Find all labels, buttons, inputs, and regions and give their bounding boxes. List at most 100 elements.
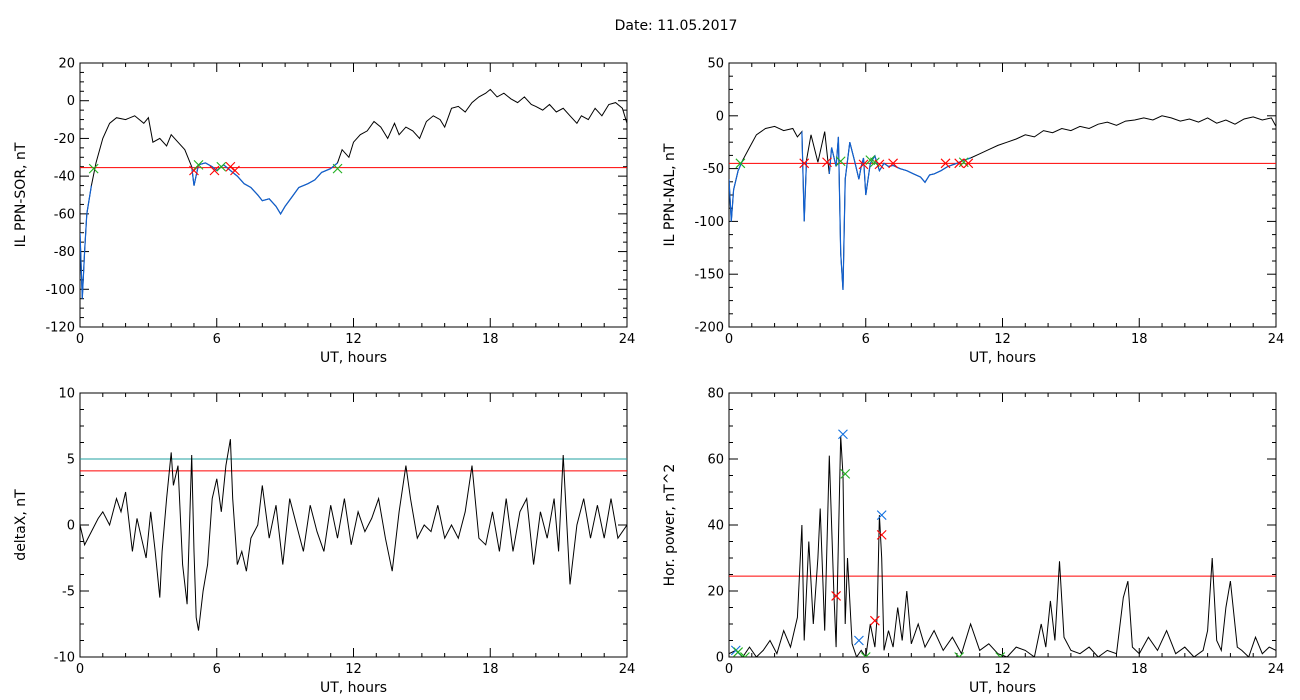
marker-red	[876, 530, 887, 540]
marker-stroke	[193, 159, 204, 170]
marker-stroke	[876, 530, 887, 540]
plot-frame	[79, 62, 628, 328]
x-tick-label: 18	[482, 332, 499, 347]
marker-stroke	[831, 591, 842, 601]
marker-red	[940, 158, 951, 169]
x-tick-label: 6	[862, 662, 870, 677]
y-axis-label: IL PPN-NAL, nT	[662, 143, 678, 246]
x-axis-label: UT, hours	[320, 680, 387, 696]
marker-stroke	[858, 159, 869, 170]
plot-area	[729, 115, 1276, 291]
y-tick-label: 40	[707, 519, 724, 534]
y-tick-label: -40	[54, 170, 75, 185]
data-trace	[729, 115, 1276, 291]
marker-green	[840, 468, 851, 479]
marker-stroke	[88, 163, 99, 174]
marker-stroke	[963, 158, 974, 169]
marker-green	[835, 156, 846, 167]
marker-stroke	[216, 161, 227, 172]
y-tick-label: 20	[58, 57, 75, 72]
x-tick-label: 18	[1131, 662, 1148, 677]
marker-stroke	[869, 615, 880, 626]
x-tick-label: 6	[213, 662, 221, 677]
marker-stroke	[888, 158, 898, 169]
marker-red	[209, 165, 220, 176]
marker-red	[799, 158, 810, 169]
y-tick-label: 5	[67, 453, 75, 468]
marker-stroke	[995, 652, 1001, 657]
marker-green	[216, 161, 227, 172]
y-tick-label: 60	[707, 453, 724, 468]
marker-red	[963, 158, 974, 169]
x-tick-label: 0	[725, 332, 733, 347]
marker-stroke	[822, 157, 832, 168]
marker-stroke	[958, 157, 969, 168]
y-tick-label: 20	[707, 585, 724, 600]
marker-green	[995, 652, 1006, 657]
x-axis-label: UT, hours	[320, 350, 387, 366]
marker-stroke	[740, 652, 746, 657]
x-tick-label: 18	[1131, 332, 1148, 347]
panel-power: 0 6 12 18 24 0 20 40 60 80 UT, hours Hor. power, nT…	[662, 387, 1284, 697]
marker-stroke	[838, 429, 848, 440]
x-tick-label: 24	[619, 662, 636, 677]
x-tick-label: 12	[994, 662, 1011, 677]
marker-green	[735, 158, 746, 169]
x-tick-label: 18	[482, 662, 499, 677]
marker-green	[193, 159, 204, 170]
marker-stroke	[940, 158, 951, 169]
marker-stroke	[860, 652, 867, 657]
marker-stroke	[209, 165, 220, 176]
marker-stroke	[864, 652, 871, 657]
marker-stroke	[840, 468, 851, 479]
marker-stroke	[954, 652, 960, 657]
x-tick-label: 12	[345, 662, 362, 677]
y-tick-label: -100	[45, 283, 75, 298]
highlight-trace	[729, 159, 744, 222]
x-axis-label: UT, hours	[969, 680, 1036, 696]
x-tick-label: 6	[862, 332, 870, 347]
y-tick-label: 0	[67, 94, 75, 109]
marker-blue	[838, 429, 848, 440]
marker-stroke	[999, 652, 1006, 657]
marker-blue	[876, 510, 887, 520]
x-tick-label: 12	[345, 332, 362, 347]
y-tick-label: -5	[62, 585, 75, 600]
marker-stroke	[854, 635, 864, 646]
marker-red	[874, 159, 885, 170]
plot-area	[729, 429, 1276, 657]
marker-stroke	[958, 652, 965, 657]
x-axis-label: UT, hours	[969, 350, 1036, 366]
marker-red	[831, 591, 842, 601]
marker-stroke	[876, 510, 887, 520]
y-tick-label: -10	[54, 651, 75, 666]
highlight-trace	[191, 162, 338, 216]
x-tick-label: 24	[1268, 332, 1285, 347]
figure-title: Date: 11.05.2017	[614, 18, 738, 34]
data-trace	[80, 88, 627, 299]
highlight-trace	[801, 131, 808, 222]
marker-stroke	[735, 158, 746, 169]
y-axis-label: Hor. power, nT^2	[662, 464, 678, 587]
x-tick-label: 12	[994, 332, 1011, 347]
y-tick-label: 0	[716, 651, 724, 666]
marker-green	[954, 652, 965, 657]
marker-stroke	[874, 159, 885, 170]
plot-frame	[79, 392, 628, 658]
marker-red	[189, 165, 199, 176]
y-tick-label: 80	[707, 387, 724, 402]
marker-red	[822, 157, 832, 168]
y-tick-label: 50	[707, 57, 724, 72]
x-tick-label: 6	[213, 332, 221, 347]
y-tick-label: 0	[716, 109, 724, 124]
plot-frame	[728, 392, 1277, 658]
marker-stroke	[225, 161, 236, 172]
x-tick-label: 0	[76, 662, 84, 677]
marker-blue	[854, 635, 864, 646]
y-tick-label: -50	[703, 162, 724, 177]
plot-area	[80, 439, 627, 631]
marker-stroke	[189, 165, 199, 176]
marker-stroke	[733, 647, 744, 657]
y-tick-label: 0	[67, 519, 75, 534]
y-tick-label: -20	[54, 132, 75, 147]
